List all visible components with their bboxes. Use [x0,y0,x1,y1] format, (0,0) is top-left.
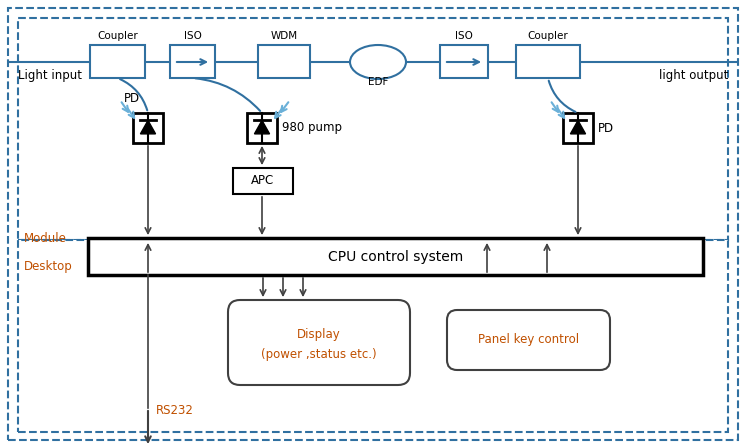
Text: PD: PD [598,122,614,135]
Bar [88,238,703,275]
FancyBboxPatch shape [447,310,610,370]
Bar [170,45,215,78]
Text: Coupler: Coupler [97,31,138,41]
Text: ISO: ISO [184,31,201,41]
Bar [133,113,163,143]
Text: Panel key control: Panel key control [478,333,579,346]
Text: EDF: EDF [368,77,388,87]
Polygon shape [140,120,156,134]
Bar [258,45,310,78]
Text: Coupler: Coupler [527,31,568,41]
Text: Display: Display [297,328,341,341]
Text: Desktop: Desktop [24,260,73,273]
Text: RS232: RS232 [156,404,194,417]
Bar [247,113,277,143]
Bar [440,45,488,78]
Bar [18,240,728,432]
FancyBboxPatch shape [228,300,410,385]
Bar [18,18,728,240]
Bar [563,113,593,143]
Text: ISO: ISO [455,31,473,41]
Text: CPU control system: CPU control system [328,249,463,263]
Bar [233,168,293,194]
Text: WDM: WDM [271,31,298,41]
Text: (power ,status etc.): (power ,status etc.) [261,348,377,361]
Text: PD: PD [124,92,140,105]
Bar [90,45,145,78]
Polygon shape [254,120,269,134]
Ellipse shape [350,45,406,79]
Bar [516,45,580,78]
Text: Module: Module [24,232,67,245]
Polygon shape [571,120,586,134]
Text: 980 pump: 980 pump [282,122,342,135]
Text: Light input: Light input [18,69,82,83]
Text: light output: light output [659,69,728,83]
Text: APC: APC [251,174,275,187]
